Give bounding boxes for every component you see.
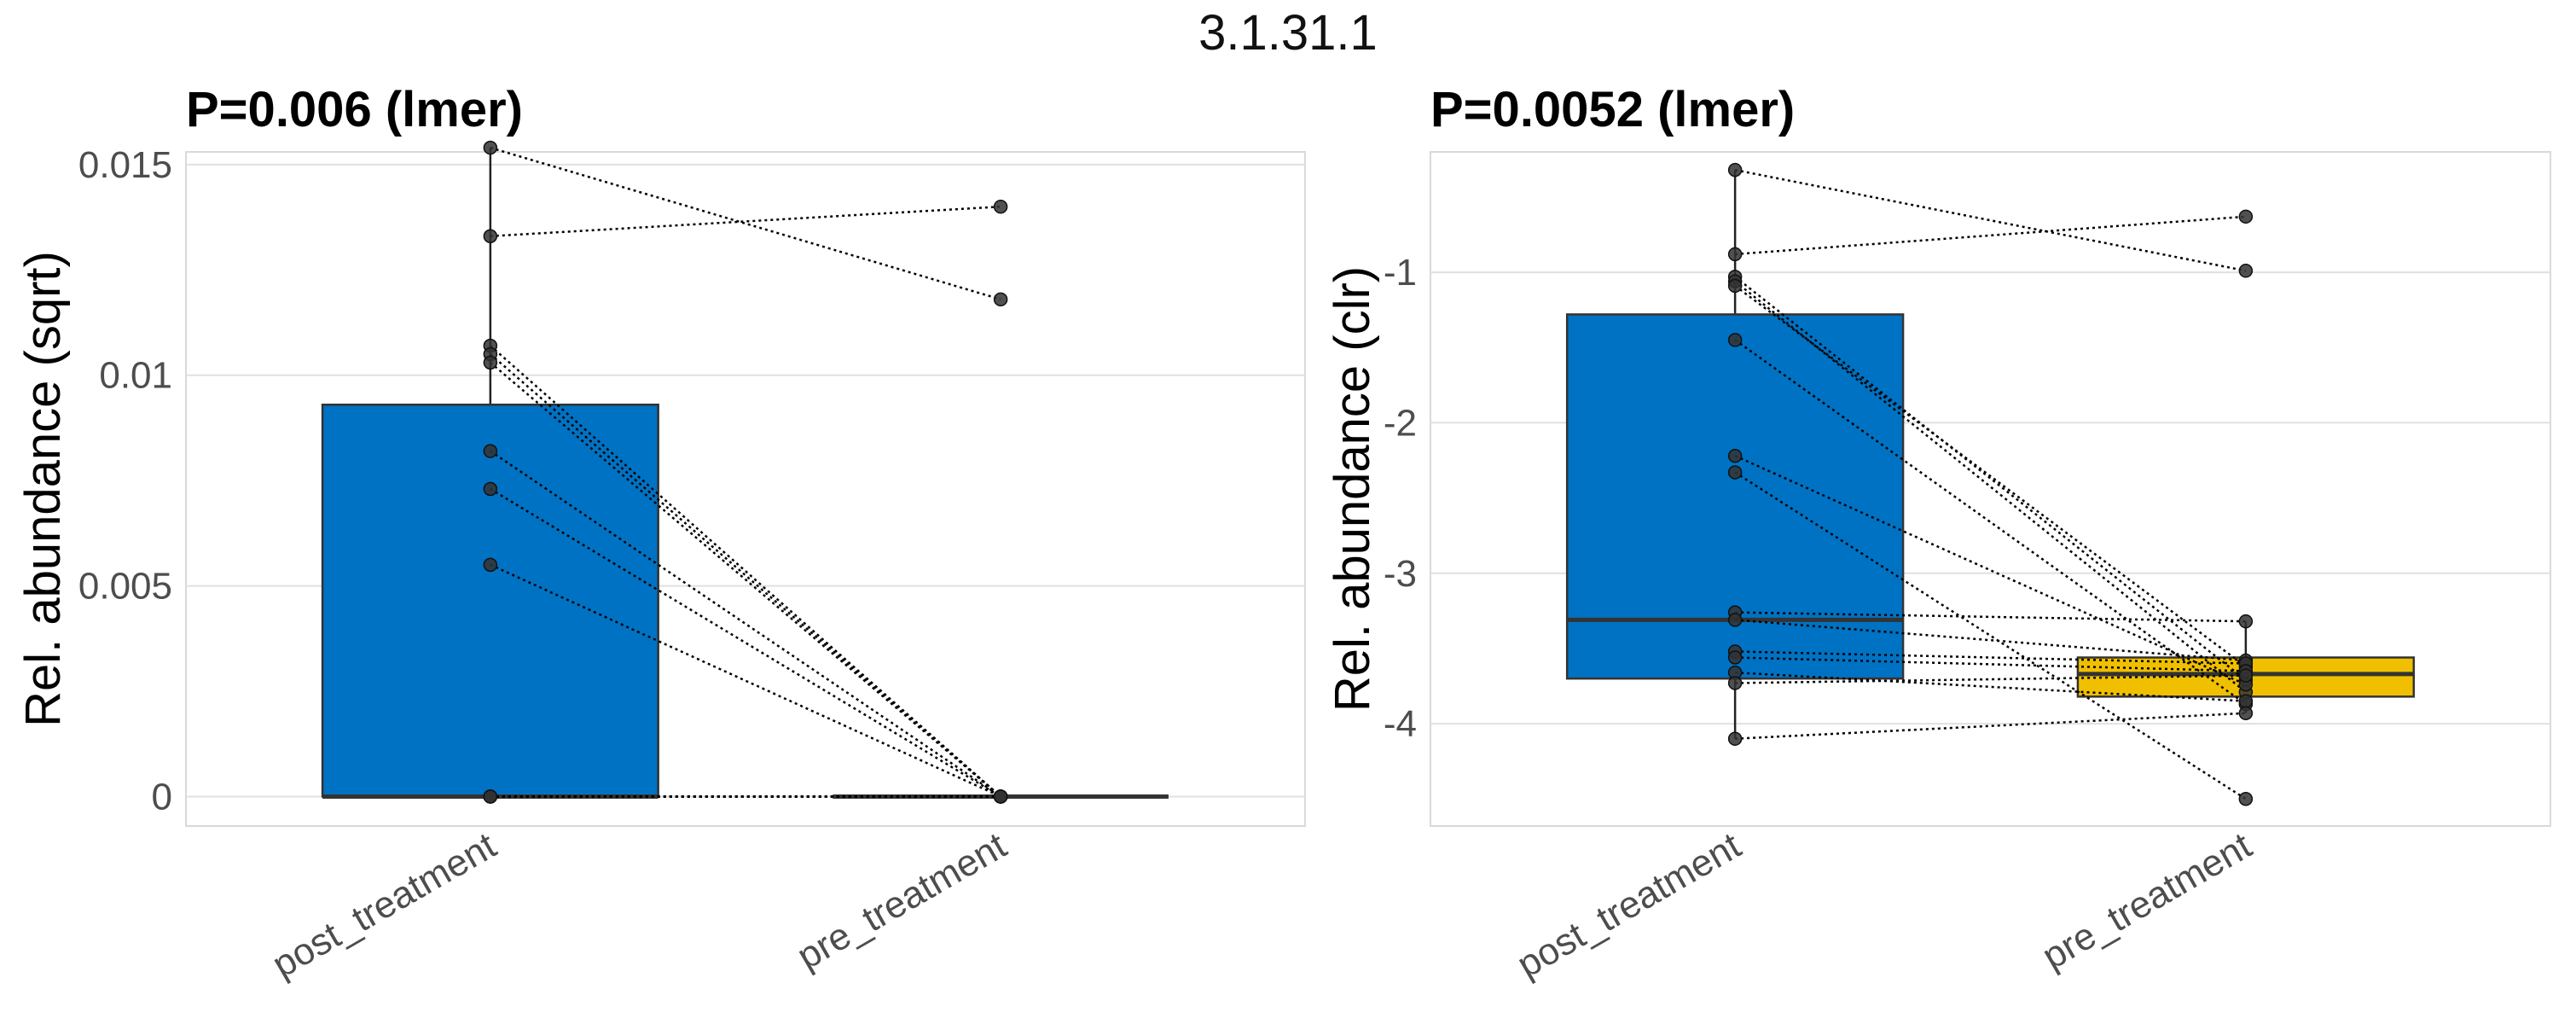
- data-point: [2238, 668, 2254, 683]
- x-tick-label: pre_treatment: [790, 824, 1013, 977]
- x-tick-label: pre_treatment: [2035, 824, 2259, 977]
- data-point: [483, 481, 498, 497]
- pair-line: [490, 487, 1001, 798]
- plot-frame: [185, 151, 1306, 827]
- data-point: [1727, 333, 1743, 347]
- data-point: [483, 789, 498, 804]
- plot-frame: [1430, 151, 2551, 827]
- y-tick-label: 0.015: [78, 144, 172, 186]
- data-point: [993, 199, 1008, 214]
- data-point: [1727, 278, 1743, 294]
- data-point: [1727, 613, 1743, 627]
- pair-line: [490, 361, 1001, 798]
- panel-title: P=0.0052 (lmer): [1430, 82, 1795, 137]
- pair-line: [1734, 276, 2247, 681]
- data-point: [2238, 792, 2254, 806]
- data-point: [2238, 614, 2254, 629]
- pair-line: [490, 450, 1001, 798]
- panel-title: P=0.006 (lmer): [186, 82, 523, 137]
- pair-line: [1734, 280, 2247, 694]
- data-point: [1727, 448, 1743, 463]
- data-point: [483, 444, 498, 458]
- y-tick-label: -3: [1384, 553, 1417, 595]
- pair-line: [1735, 712, 2246, 740]
- data-point: [1727, 650, 1743, 665]
- pair-line: [1734, 284, 2247, 668]
- panel-left: 0 0.005 0.01 0.015 post_treatment pre_treatme…: [15, 82, 1306, 986]
- y-tick-label: 0.01: [99, 355, 172, 397]
- pair-line: [490, 146, 1001, 301]
- data-point: [993, 789, 1008, 804]
- data-point: [1727, 731, 1743, 746]
- pair-line: [1735, 674, 2246, 684]
- y-tick-label: 0.005: [78, 566, 172, 608]
- pair-line: [1734, 455, 2247, 686]
- data-point: [993, 292, 1008, 307]
- pair-line: [1735, 611, 2246, 623]
- data-point: [483, 229, 498, 243]
- y-tick-label: -1: [1384, 252, 1417, 294]
- x-tick-label: post_treatment: [265, 824, 503, 986]
- data-point: [1727, 162, 1743, 177]
- figure-title: 3.1.31.1: [1198, 5, 1378, 61]
- pair-line: [1734, 168, 2247, 272]
- data-point: [1727, 247, 1743, 262]
- data-point: [2238, 706, 2254, 720]
- y-tick-label: -4: [1384, 703, 1417, 745]
- pair-line: [1735, 671, 2246, 702]
- pair-line: [1735, 656, 2246, 672]
- panel-right: -4 -3 -2 -1 post_treatment pre_treatment P=0.0…: [1325, 82, 2551, 986]
- data-point: [2238, 694, 2254, 708]
- data-point: [1727, 676, 1743, 690]
- pair-line: [490, 205, 1001, 237]
- y-tick-label: 0: [152, 776, 172, 817]
- data-point: [483, 355, 498, 370]
- y-axis-label: Rel. abundance (clr): [1325, 266, 1380, 712]
- y-tick-label: -2: [1384, 402, 1417, 444]
- data-point: [2238, 209, 2254, 224]
- data-point: [2238, 264, 2254, 278]
- pair-line: [490, 563, 1001, 798]
- pair-line: [490, 353, 1001, 798]
- y-axis-label: Rel. abundance (sqrt): [15, 251, 71, 727]
- pair-line: [1735, 650, 2246, 665]
- pair-line: [1735, 619, 2246, 662]
- box: [321, 404, 659, 798]
- data-point: [483, 557, 498, 573]
- data-point: [1727, 465, 1743, 480]
- pair-line: [1735, 215, 2246, 256]
- x-tick-label: post_treatment: [1510, 824, 1748, 986]
- data-point: [483, 140, 498, 155]
